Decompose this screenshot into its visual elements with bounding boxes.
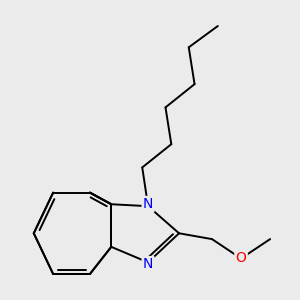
Text: N: N [143, 197, 153, 211]
Text: N: N [143, 257, 153, 271]
Text: O: O [236, 251, 247, 266]
